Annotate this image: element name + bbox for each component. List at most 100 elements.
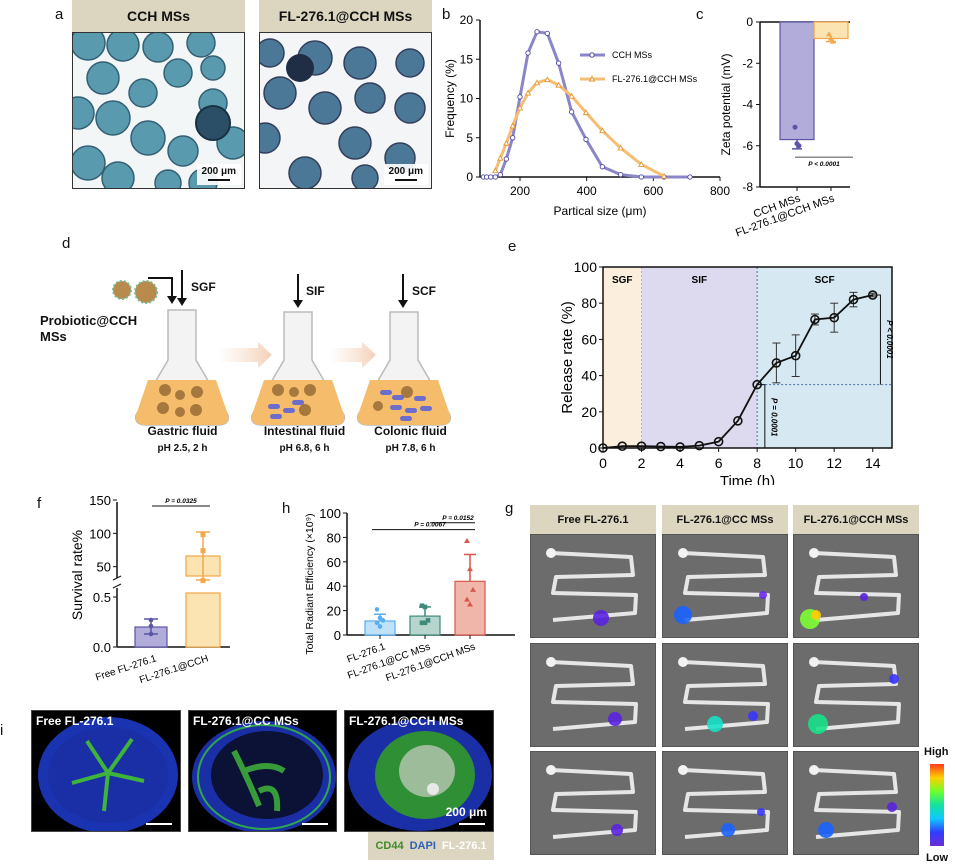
- data-point: [524, 89, 532, 96]
- y-axis-label: Total Radiant Efficiency (×10⁹): [304, 513, 316, 654]
- y-tick-label: 0.5: [93, 590, 111, 605]
- y-tick-label: 80: [581, 295, 597, 311]
- legend-label: FL-276.1@CCH MSs: [612, 74, 698, 84]
- significance-bracket: [872, 294, 881, 385]
- y-axis-label: Release rate (%): [559, 301, 576, 414]
- data-point: [598, 443, 608, 453]
- y-tick-label: 60: [581, 331, 597, 347]
- axis-break: [112, 583, 122, 589]
- y-tick-label: 5: [466, 131, 473, 145]
- legend-label: CCH MSs: [612, 50, 652, 60]
- y-tick-label: 0: [334, 628, 341, 643]
- data-point: [848, 294, 859, 305]
- gut-image-row3-free: [530, 751, 656, 855]
- y-tick-label: 100: [574, 259, 598, 275]
- axis-break: [112, 575, 122, 581]
- region-sif: [641, 267, 758, 448]
- release-line: [602, 294, 873, 449]
- data-point: [582, 109, 590, 116]
- y-tick-label: 100: [89, 526, 111, 541]
- data-point: [660, 172, 668, 179]
- y-tick-label: 40: [581, 368, 597, 384]
- data-point: [492, 174, 498, 180]
- micrograph-fl-cch-spheres: [260, 33, 431, 188]
- data-point: [618, 171, 624, 178]
- colorbar-high-label: High: [924, 746, 949, 758]
- schematic-digestion: [112, 270, 452, 426]
- stage-intestinal: Intestinal fluid pH 6.8, 6 h: [252, 424, 357, 454]
- data-point: [638, 161, 645, 167]
- y-tick-label: 20: [581, 404, 597, 420]
- data-point: [492, 167, 499, 174]
- stage-condition: pH 7.8, 6 h: [385, 443, 436, 454]
- y-tick-label: -8: [742, 180, 753, 194]
- significance-label: P < 0.0001: [885, 320, 894, 359]
- region-label: SIF: [692, 275, 708, 286]
- y-tick-label: 80: [327, 530, 341, 545]
- panel-d-label: d: [62, 235, 71, 252]
- flow-arrow-icon: [218, 342, 272, 368]
- gut-image-row3-cc: [662, 751, 788, 855]
- data-point: [464, 538, 470, 544]
- flow-arrow-icon: [330, 342, 376, 368]
- scale-bar: 200 μm: [383, 164, 428, 185]
- data-point: [503, 156, 509, 162]
- data-point: [470, 586, 476, 592]
- intestine-icon: [808, 657, 901, 734]
- g-column-cc: FL-276.1@CC MSs: [662, 505, 788, 534]
- y-tick-label: -6: [742, 139, 753, 153]
- panel-e-label: e: [508, 238, 517, 255]
- confocal-image: [192, 721, 336, 831]
- data-point: [829, 312, 840, 323]
- gut-image-row2-free: [530, 643, 656, 747]
- panel-g-label: g: [505, 500, 514, 517]
- data-point: [771, 358, 782, 368]
- intestine-icon: [678, 765, 770, 839]
- flask-colonic-icon: [356, 311, 452, 426]
- chart-e-release-rate: SGF SIF SCF 0 20 40 60 80 100 0 2 4 6 8 10 12 14 Time (h)…: [559, 259, 894, 485]
- x-tick-label: 400: [577, 184, 597, 198]
- chart-b-particle-size: 0 5 10 15 20 200 400 600 800 Partical size (μm) Fr…: [443, 13, 730, 218]
- data-point: [534, 29, 540, 35]
- confocal-image: [348, 719, 492, 831]
- significance-label: P = 0.0001: [770, 398, 779, 437]
- arrow-down-icon: [148, 270, 404, 302]
- gut-image-row1-cc: [662, 534, 788, 638]
- data-point: [467, 566, 473, 572]
- data-point: [516, 104, 524, 111]
- probiotic-label-line2: MSs: [40, 329, 67, 344]
- intestine-icon: [546, 548, 638, 626]
- confocal-cc: FL-276.1@CC MSs: [188, 710, 337, 832]
- intestine-icon: [809, 765, 901, 839]
- stage-condition: pH 6.8, 6 h: [279, 443, 330, 454]
- data-point: [544, 76, 551, 83]
- g-column-cch: FL-276.1@CCH MSs: [793, 505, 919, 534]
- data-point: [636, 441, 647, 451]
- y-tick-label: 10: [460, 92, 474, 106]
- plot-frame: [602, 266, 893, 449]
- colorbar: [930, 764, 944, 846]
- significance-bracket: [757, 384, 766, 448]
- data-point: [790, 350, 801, 361]
- panel-b-label: b: [442, 6, 451, 23]
- legend-marker: [589, 52, 595, 58]
- data-point: [675, 442, 685, 452]
- panel-f-label: f: [37, 495, 42, 512]
- x-tick-label: 600: [643, 184, 663, 198]
- data-point: [503, 139, 510, 146]
- data-point: [533, 79, 541, 86]
- intestine-icon: [678, 657, 770, 732]
- stage-sgf-label: SGF: [191, 280, 216, 294]
- data-point: [419, 620, 425, 626]
- data-point: [599, 164, 605, 170]
- confocal-label: FL-276.1@CC MSs: [193, 714, 299, 728]
- x-tick-label: 200: [510, 184, 530, 198]
- stage-condition: pH 2.5, 2 h: [157, 443, 208, 454]
- panel-c-label: c: [696, 6, 704, 23]
- region-label: SCF: [815, 275, 835, 286]
- panel-a-title-fl-cch: FL-276.1@CCH MSs: [259, 0, 432, 32]
- colorbar-low-label: Low: [926, 852, 948, 864]
- scale-bar-line: [146, 823, 172, 825]
- data-point: [464, 596, 470, 602]
- confocal-label: Free FL-276.1: [36, 714, 114, 728]
